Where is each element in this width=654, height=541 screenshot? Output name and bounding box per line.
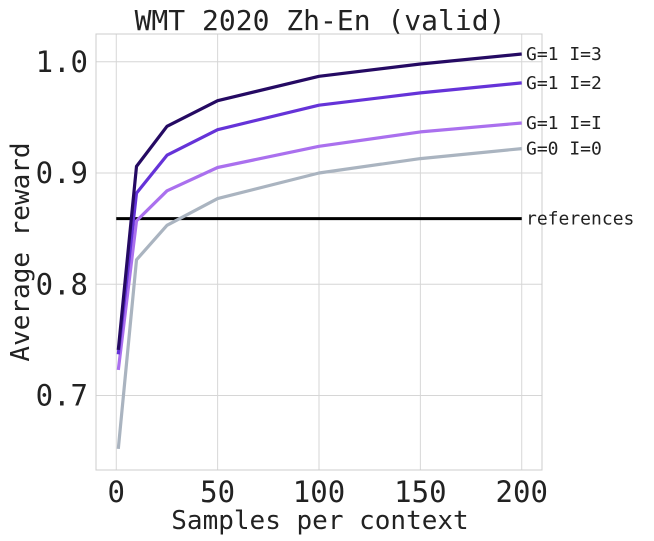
- series-line-3: [116, 52, 522, 351]
- x-tick-label: 200: [496, 475, 548, 509]
- y-axis-label: Average reward: [6, 142, 36, 361]
- series-layer: [116, 52, 522, 450]
- chart-title: WMT 2020 Zh-En (valid): [135, 4, 506, 37]
- y-tick-label: 1.0: [36, 45, 88, 79]
- series-line-2: [116, 81, 522, 355]
- y-tick-label: 0.9: [36, 156, 88, 190]
- x-axis-label: Samples per context: [171, 506, 468, 536]
- y-tick-label: 0.7: [36, 378, 88, 412]
- series-label: G=0 I=0: [526, 139, 602, 160]
- series-labels: G=1 I=3 G=1 I=2 G=1 I=I G=0 I=0 references: [526, 44, 634, 230]
- x-tick-label: 50: [200, 475, 235, 509]
- x-tick-label: 100: [293, 475, 345, 509]
- x-tick-label: 0: [108, 475, 125, 509]
- grid: [96, 34, 542, 470]
- series-line-1: [116, 121, 522, 371]
- series-label: G=1 I=3: [526, 44, 602, 65]
- series-label: G=1 I=2: [526, 73, 602, 94]
- x-tick-label: 150: [394, 475, 446, 509]
- series-label: G=1 I=I: [526, 113, 602, 134]
- references-label: references: [526, 209, 634, 230]
- plot-area: [95, 33, 543, 471]
- y-tick-label: 0.8: [36, 267, 88, 301]
- series-line-0: [116, 147, 522, 450]
- tick-labels: 0 50 100 150 200 0.7 0.8 0.9 1.0: [36, 45, 548, 509]
